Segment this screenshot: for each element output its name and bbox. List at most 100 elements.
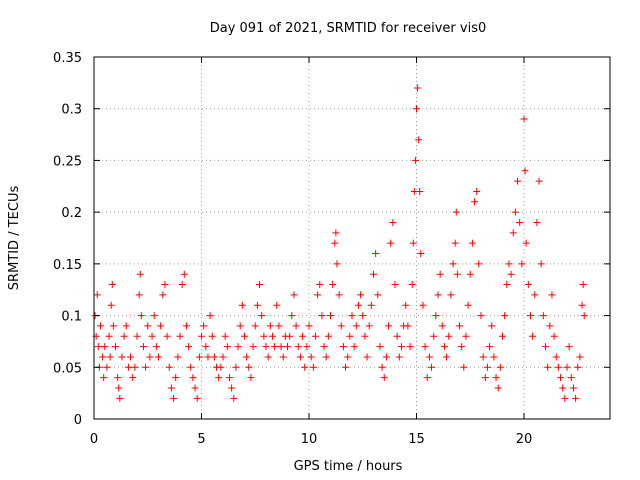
- data-point: [294, 343, 302, 351]
- data-point: [178, 281, 186, 289]
- data-point: [421, 343, 429, 351]
- data-point: [208, 332, 216, 340]
- data-point: [268, 332, 276, 340]
- data-point: [241, 332, 248, 340]
- data-point: [496, 363, 504, 371]
- data-point: [320, 343, 328, 351]
- data-point: [464, 301, 472, 309]
- x-tick-label: 0: [90, 432, 98, 447]
- data-point: [342, 363, 350, 371]
- data-point: [144, 322, 152, 330]
- data-point: [238, 301, 246, 309]
- data-point: [187, 363, 195, 371]
- data-point: [415, 136, 423, 144]
- data-point: [460, 363, 468, 371]
- data-point: [376, 343, 384, 351]
- data-point: [576, 353, 584, 361]
- data-point: [223, 343, 231, 351]
- data-point: [447, 291, 455, 299]
- data-point: [413, 105, 420, 113]
- data-point: [557, 374, 565, 382]
- data-point: [531, 291, 539, 299]
- data-point: [359, 312, 367, 320]
- data-point: [481, 374, 489, 382]
- data-point: [161, 281, 169, 289]
- data-point: [157, 322, 165, 330]
- data-point: [139, 343, 147, 351]
- chart-title: Day 091 of 2021, SRMTID for receiver vis…: [210, 21, 487, 36]
- data-point: [172, 374, 180, 382]
- data-point: [193, 394, 201, 402]
- data-point: [204, 353, 212, 361]
- data-point: [253, 301, 261, 309]
- data-point: [374, 291, 382, 299]
- data-point: [574, 363, 582, 371]
- data-point: [296, 353, 304, 361]
- data-point: [159, 291, 167, 299]
- data-point: [217, 363, 225, 371]
- data-point: [135, 291, 143, 299]
- data-point: [419, 301, 427, 309]
- data-point: [544, 363, 552, 371]
- data-point: [404, 322, 412, 330]
- plot-frame: [93, 56, 611, 420]
- data-point: [170, 394, 178, 402]
- data-point: [533, 218, 541, 226]
- data-point: [316, 281, 324, 289]
- x-tick-label: 10: [301, 432, 318, 447]
- data-point: [327, 312, 334, 320]
- data-point: [137, 312, 145, 320]
- data-point: [554, 363, 562, 371]
- data-point: [449, 260, 457, 268]
- data-point: [146, 353, 154, 361]
- data-point: [501, 312, 509, 320]
- data-point: [468, 239, 476, 247]
- data-point: [228, 384, 236, 392]
- data-point: [189, 374, 197, 382]
- data-point: [210, 353, 218, 361]
- data-point: [456, 322, 463, 330]
- data-point: [303, 343, 311, 351]
- data-point: [258, 312, 266, 320]
- data-points: [91, 84, 588, 402]
- data-point: [116, 394, 124, 402]
- data-point: [118, 353, 126, 361]
- x-axis-label: GPS time / hours: [294, 459, 403, 474]
- data-point: [348, 312, 356, 320]
- data-point: [492, 374, 500, 382]
- data-point: [488, 322, 496, 330]
- x-tick-label: 20: [516, 432, 533, 447]
- data-point: [165, 363, 173, 371]
- data-point: [402, 301, 410, 309]
- data-point: [414, 84, 422, 92]
- data-point: [103, 363, 111, 371]
- data-point: [432, 312, 440, 320]
- data-point: [387, 239, 395, 247]
- data-point: [133, 332, 141, 340]
- data-point: [335, 291, 343, 299]
- data-point: [148, 332, 156, 340]
- data-point: [163, 332, 171, 340]
- data-point: [579, 281, 587, 289]
- data-point: [286, 332, 294, 340]
- data-point: [409, 239, 417, 247]
- data-point: [365, 322, 373, 330]
- data-point: [271, 343, 279, 351]
- data-point: [198, 332, 205, 340]
- data-point: [423, 374, 431, 382]
- data-point: [494, 384, 502, 392]
- data-point: [417, 250, 425, 258]
- data-point: [131, 363, 139, 371]
- y-tick-label: 0.3: [61, 103, 82, 118]
- data-point: [569, 384, 577, 392]
- data-point: [354, 301, 362, 309]
- data-point: [290, 291, 298, 299]
- data-point: [245, 363, 253, 371]
- data-point: [357, 291, 365, 299]
- data-point: [324, 332, 332, 340]
- data-point: [552, 353, 560, 361]
- data-point: [443, 353, 451, 361]
- data-point: [101, 343, 109, 351]
- data-point: [333, 260, 341, 268]
- data-point: [191, 384, 199, 392]
